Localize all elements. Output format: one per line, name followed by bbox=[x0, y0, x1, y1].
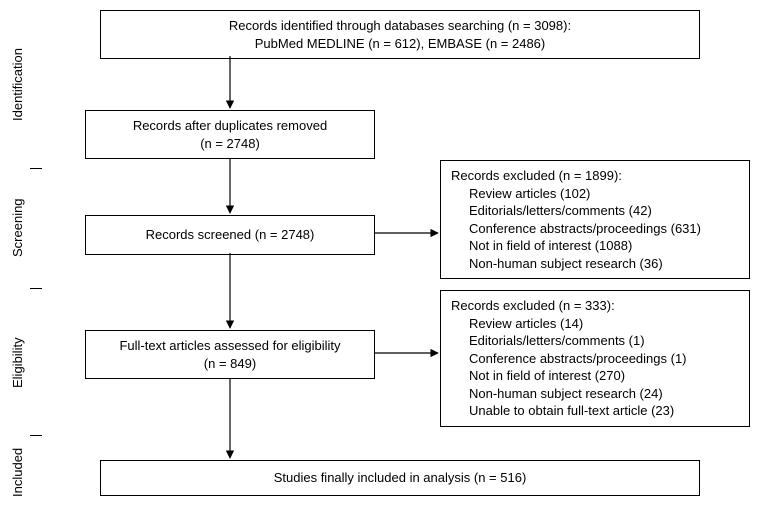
node-text: Records identified through databases sea… bbox=[111, 17, 689, 35]
node-included: Studies finally included in analysis (n … bbox=[100, 460, 700, 496]
node-item: Unable to obtain full-text article (23) bbox=[451, 402, 739, 420]
node-identified: Records identified through databases sea… bbox=[100, 10, 700, 59]
node-item: Review articles (14) bbox=[451, 315, 739, 333]
node-excluded-eligibility: Records excluded (n = 333): Review artic… bbox=[440, 290, 750, 427]
node-item: Conference abstracts/proceedings (631) bbox=[451, 220, 739, 238]
node-item: Non-human subject research (24) bbox=[451, 385, 739, 403]
node-item: Non-human subject research (36) bbox=[451, 255, 739, 273]
stage-divider bbox=[30, 168, 42, 169]
stage-label-identification: Identification bbox=[10, 10, 25, 160]
node-item: Editorials/letters/comments (1) bbox=[451, 332, 739, 350]
node-title: Records excluded (n = 1899): bbox=[451, 167, 739, 185]
node-text: PubMed MEDLINE (n = 612), EMBASE (n = 24… bbox=[111, 35, 689, 53]
node-text: Studies finally included in analysis (n … bbox=[274, 470, 527, 485]
node-text: (n = 2748) bbox=[96, 135, 364, 153]
node-item: Editorials/letters/comments (42) bbox=[451, 202, 739, 220]
node-excluded-screening: Records excluded (n = 1899): Review arti… bbox=[440, 160, 750, 279]
node-dedup: Records after duplicates removed (n = 27… bbox=[85, 110, 375, 159]
node-item: Not in field of interest (270) bbox=[451, 367, 739, 385]
node-text: (n = 849) bbox=[96, 355, 364, 373]
node-title: Records excluded (n = 333): bbox=[451, 297, 739, 315]
stage-divider bbox=[30, 288, 42, 289]
node-item: Review articles (102) bbox=[451, 185, 739, 203]
node-screened: Records screened (n = 2748) bbox=[85, 215, 375, 255]
node-text: Records after duplicates removed bbox=[96, 117, 364, 135]
node-text: Records screened (n = 2748) bbox=[146, 227, 315, 242]
node-fulltext: Full-text articles assessed for eligibil… bbox=[85, 330, 375, 379]
stage-label-eligibility: Eligibility bbox=[10, 298, 25, 428]
stage-label-included: Included bbox=[10, 442, 25, 502]
node-item: Conference abstracts/proceedings (1) bbox=[451, 350, 739, 368]
stage-divider bbox=[30, 435, 42, 436]
stage-label-screening: Screening bbox=[10, 178, 25, 278]
node-item: Not in field of interest (1088) bbox=[451, 237, 739, 255]
node-text: Full-text articles assessed for eligibil… bbox=[96, 337, 364, 355]
